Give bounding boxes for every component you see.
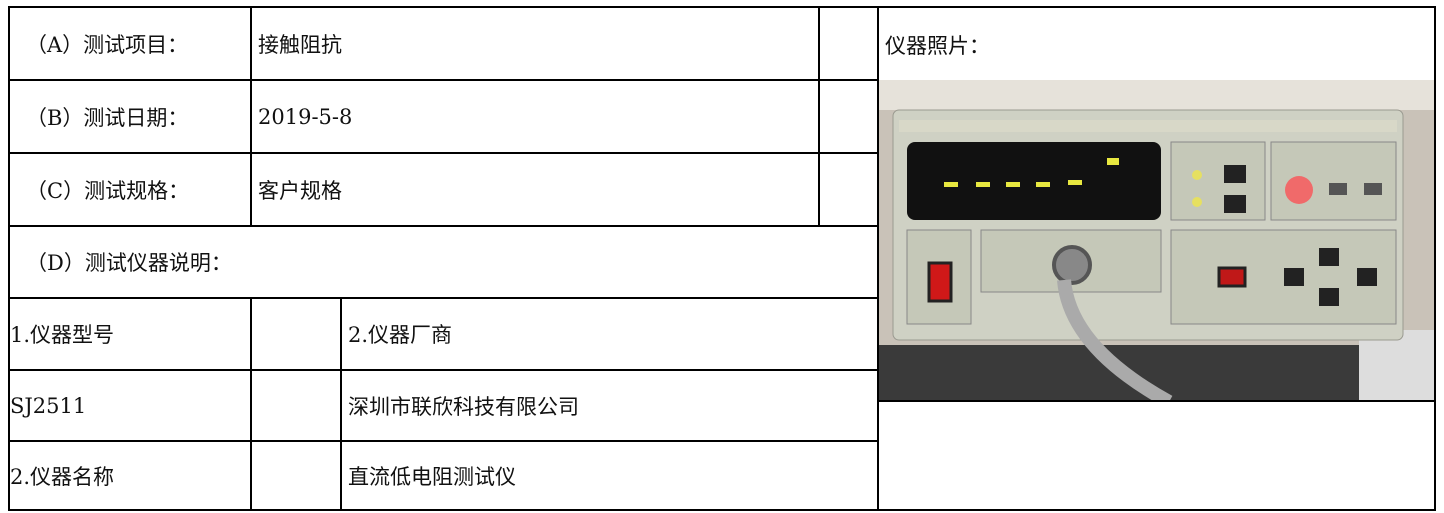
photo-label: 仪器照片： [885, 34, 990, 58]
value-cell: 2.仪器厂商 [340, 297, 879, 371]
photo-cell: 仪器照片： [877, 6, 1436, 511]
empty-cell [250, 440, 342, 511]
label-cell: （B）测试日期： [8, 79, 252, 154]
label-cell: 2.仪器名称 [8, 440, 252, 511]
value-cell: 直流低电阻测试仪 [340, 440, 879, 511]
section-cell: （D）测试仪器说明： [8, 225, 879, 299]
empty-cell [250, 369, 342, 442]
photo-divider [879, 400, 1434, 402]
empty-cell [818, 6, 879, 81]
value-cell: 客户规格 [250, 152, 820, 227]
label-cell: 1.仪器型号 [8, 297, 252, 371]
value-cell: 深圳市联欣科技有限公司 [340, 369, 879, 442]
value-cell: 接触阻抗 [250, 6, 820, 81]
empty-cell [818, 152, 879, 227]
label-cell: （A）测试项目： [8, 6, 252, 81]
empty-cell [818, 79, 879, 154]
label-cell: （C）测试规格： [8, 152, 252, 227]
label-cell: SJ2511 [8, 369, 252, 442]
value-cell: 2019-5-8 [250, 79, 820, 154]
instrument-photo [879, 80, 1434, 402]
empty-cell [250, 297, 342, 371]
